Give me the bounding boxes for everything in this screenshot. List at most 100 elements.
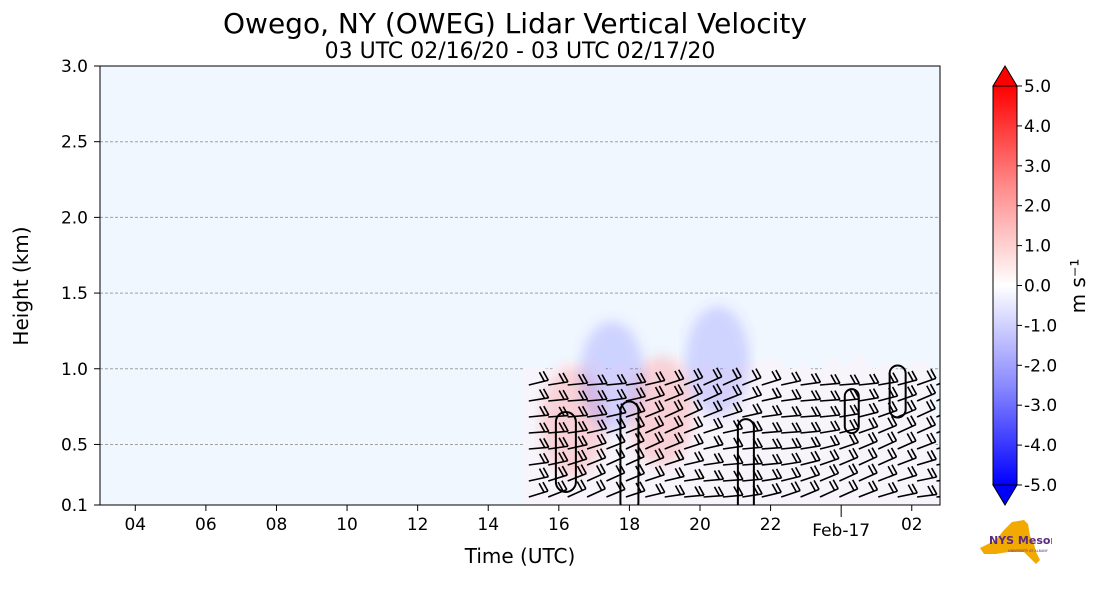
wind-barb-flag (732, 385, 739, 396)
wind-barb (780, 475, 801, 482)
wind-barb-flag (810, 373, 818, 384)
wind-barb-flag (829, 435, 837, 446)
wind-barb-flag (716, 417, 724, 428)
wind-barb-flag (891, 386, 899, 397)
wind-barb-flag (539, 438, 546, 449)
wind-barb (645, 474, 665, 482)
wind-barb-flag (834, 420, 841, 431)
chart-subtitle: 03 UTC 02/16/20 - 03 UTC 02/17/20 (325, 39, 716, 64)
wind-barb (664, 408, 684, 418)
wind-barb-flag (577, 390, 585, 401)
wind-barb (781, 414, 802, 418)
wind-barb-flag (829, 465, 836, 476)
lidar-data-region (523, 306, 956, 505)
x-tick-label: 22 (760, 515, 782, 535)
wind-barb-flag (713, 436, 720, 446)
wind-barb-flag (576, 465, 584, 476)
wind-barb (683, 442, 704, 450)
wind-barb (703, 392, 723, 402)
wind-barb-flag (654, 466, 662, 477)
wind-barb-flag (927, 485, 934, 496)
wind-barb-flag (951, 434, 956, 443)
wind-barb-flag (775, 404, 783, 415)
wind-barb-flag (601, 374, 608, 384)
wind-barb-flag (891, 401, 898, 411)
wind-barb-flag (887, 482, 895, 493)
wind-barb-flag (852, 447, 859, 458)
wind-barb-flag (834, 405, 841, 416)
y-tick-label: 0.1 (61, 496, 88, 516)
wind-barb-flag (713, 453, 721, 464)
wind-barb-flag (599, 463, 607, 474)
wind-barb (644, 408, 665, 418)
wind-barb (916, 377, 937, 386)
wind-barb (742, 376, 762, 386)
wind-barb (819, 382, 840, 386)
logo-subtext: UNIVERSITY AT ALBANY (1008, 549, 1049, 553)
colorbar-label: m s⁻¹ (1066, 259, 1090, 314)
wind-barb (567, 414, 588, 418)
wind-barb-flag (693, 434, 701, 445)
wind-barb-flag (542, 467, 550, 478)
wind-barb (742, 462, 763, 466)
wind-barb-flag (910, 399, 917, 410)
wind-barb-flag (833, 449, 840, 459)
wind-barb (800, 473, 820, 482)
wind-barb (548, 381, 569, 386)
wind-barb-flag (910, 415, 917, 426)
wind-barb-flag (712, 368, 719, 379)
x-axis: 04 06 08 10 12 14 16 18 20 22 02 Feb-17 (124, 505, 923, 541)
wind-barb (664, 458, 684, 466)
wind-barb-flag (814, 406, 822, 416)
y-tick-label: 0.5 (61, 435, 88, 455)
wind-barb-flag (736, 401, 743, 412)
wind-barbs (528, 367, 956, 498)
wind-barb-flag (716, 367, 723, 378)
contour-line (736, 418, 755, 505)
wind-barb-flag (872, 417, 879, 427)
wind-barb-flag (849, 419, 856, 430)
wind-barb (644, 440, 664, 450)
wind-barb (877, 456, 897, 466)
x-tick-label: 10 (336, 515, 358, 535)
wind-barb (761, 462, 782, 466)
wind-barb (664, 378, 684, 386)
wind-barb-flag (674, 370, 681, 381)
wind-barb-flag (931, 485, 938, 495)
wind-barb (858, 455, 878, 466)
wind-barb-flag (926, 370, 933, 381)
wind-barb (742, 394, 762, 402)
wind-barb-flag (731, 369, 739, 379)
wind-barb-flag (771, 483, 779, 494)
wind-barb-flag (638, 416, 646, 426)
wind-barb (567, 458, 587, 466)
wind-barb-flag (751, 369, 758, 380)
wind-barb-flag (735, 384, 743, 394)
wind-barb-flag (795, 388, 802, 399)
wind-barb-flag (834, 390, 841, 400)
wind-barb-flag (561, 480, 568, 491)
wind-barb (645, 491, 665, 498)
wind-barb (567, 488, 587, 498)
wind-barb (606, 471, 626, 482)
wind-barb (761, 413, 782, 418)
velocity-patch (685, 306, 750, 417)
wind-barb-flag (674, 485, 682, 496)
wind-barb-flag (906, 449, 914, 460)
wind-barb-flag (577, 421, 585, 432)
y-tick-label: 1.5 (61, 284, 88, 304)
wind-barb-flag (558, 452, 565, 462)
wind-barb (606, 488, 626, 498)
wind-barb (606, 411, 627, 418)
wind-barb-flag (696, 383, 704, 394)
wind-barb-flag (790, 482, 798, 493)
wind-barb-flag (580, 479, 587, 490)
wind-barb-flag (910, 431, 917, 442)
wind-barb (606, 456, 626, 466)
wind-barb-flag (910, 384, 918, 395)
wind-barb-flag (678, 369, 685, 380)
wind-barb-flag (930, 432, 937, 443)
wind-barb-flag (755, 385, 763, 396)
wind-barb-flag (674, 467, 681, 478)
wind-barb-flag (599, 479, 606, 490)
